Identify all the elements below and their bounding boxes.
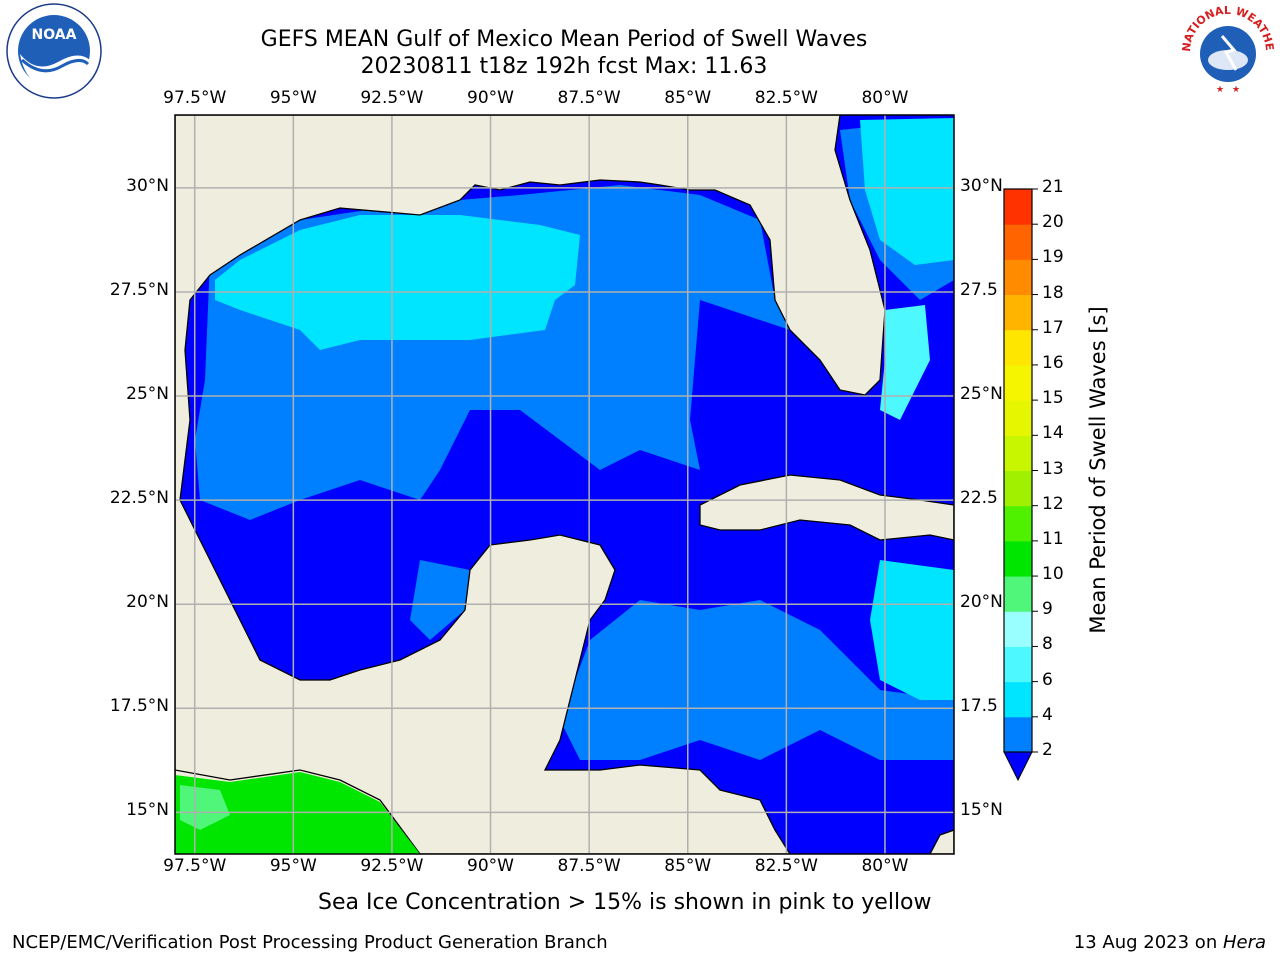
lat-label-right-6: 15°N bbox=[960, 800, 1003, 821]
swell-4-6s-region-east bbox=[860, 118, 954, 265]
map-subtitle: 20230811 t18z 192h fcst Max: 11.63 bbox=[360, 54, 768, 79]
colorbar-segment-12 bbox=[1004, 294, 1032, 331]
swell-4-6s-region-southeast bbox=[870, 560, 954, 700]
colorbar-tick-label-7: 12 bbox=[1042, 493, 1064, 514]
land-central-america-east bbox=[929, 829, 954, 854]
colorbar bbox=[1003, 188, 1038, 782]
lon-label-bottom-6: 82.5°W bbox=[754, 856, 818, 876]
lon-label-bottom-0: 97.5°W bbox=[163, 856, 227, 876]
colorbar-segment-3 bbox=[1004, 611, 1032, 647]
colorbar-segment-8 bbox=[1004, 435, 1032, 471]
colorbar-tick-label-0: 2 bbox=[1042, 740, 1053, 760]
colorbar-segment-1 bbox=[1004, 681, 1032, 718]
lon-label-top-0: 97.5°W bbox=[163, 88, 227, 108]
colorbar-tick-label-15: 20 bbox=[1042, 212, 1064, 233]
lon-label-bottom-4: 87.5°W bbox=[557, 856, 621, 876]
colorbar-segment-13 bbox=[1004, 259, 1032, 296]
lon-label-bottom-2: 92.5°W bbox=[360, 856, 424, 876]
colorbar-tick-label-3: 8 bbox=[1042, 634, 1053, 655]
svg-text:★: ★ bbox=[1216, 85, 1224, 95]
lon-label-top-1: 95°W bbox=[269, 88, 317, 108]
colorbar-tick-label-14: 19 bbox=[1042, 247, 1064, 268]
lat-label-left-5: 17.5°N bbox=[109, 696, 169, 717]
colorbar-under-arrow bbox=[1003, 751, 1033, 782]
colorbar-segment-0 bbox=[1004, 716, 1032, 753]
sea-ice-note: Sea Ice Concentration > 15% is shown in … bbox=[318, 890, 932, 915]
swell-4-6s-region-north bbox=[215, 215, 580, 350]
lon-label-bottom-5: 85°W bbox=[664, 856, 712, 876]
colorbar-segment-11 bbox=[1004, 329, 1032, 366]
lat-label-left-1: 27.5°N bbox=[109, 279, 169, 300]
footer-date-text: 13 Aug 2023 on bbox=[1073, 932, 1223, 953]
colorbar-tick-label-5: 10 bbox=[1042, 564, 1064, 585]
swell-2-4s-region-south bbox=[560, 600, 954, 760]
lat-label-right-4: 20°N bbox=[960, 592, 1003, 613]
colorbar-tick-label-8: 13 bbox=[1042, 458, 1064, 479]
lon-label-top-6: 82.5°W bbox=[754, 88, 818, 108]
colorbar-segment-2 bbox=[1004, 646, 1032, 683]
lat-label-right-3: 22.5 bbox=[960, 488, 998, 509]
lat-label-left-4: 20°N bbox=[126, 592, 169, 613]
colorbar-tick-label-1: 4 bbox=[1042, 704, 1053, 725]
map-gridlines bbox=[175, 115, 954, 854]
colorbar-segment-9 bbox=[1004, 400, 1032, 436]
colorbar-segment-4 bbox=[1004, 576, 1032, 612]
lat-label-left-6: 15°N bbox=[126, 800, 169, 821]
lon-label-top-2: 92.5°W bbox=[360, 88, 424, 108]
colorbar-segment-7 bbox=[1004, 470, 1032, 507]
colorbar-tick-label-4: 9 bbox=[1042, 599, 1053, 620]
colorbar-title: Mean Period of Swell Waves [s] bbox=[1086, 306, 1110, 634]
swell-9-10s-pacific-patch bbox=[180, 785, 230, 830]
land-cuba bbox=[699, 474, 954, 541]
colorbar-segment-5 bbox=[1004, 540, 1032, 577]
lat-label-left-2: 25°N bbox=[126, 384, 169, 405]
lon-label-top-5: 85°W bbox=[664, 88, 712, 108]
colorbar-tick-label-11: 16 bbox=[1042, 352, 1064, 373]
colorbar-tick-label-6: 11 bbox=[1042, 528, 1064, 549]
colorbar-tick-label-12: 17 bbox=[1042, 317, 1064, 338]
colorbar-tick-label-2: 6 bbox=[1042, 669, 1053, 690]
colorbar-tick-label-16: 21 bbox=[1042, 177, 1064, 197]
lat-label-left-3: 22.5°N bbox=[109, 488, 169, 509]
noaa-logo-text: NOAA bbox=[32, 27, 77, 43]
noaa-logo-icon: NOAA bbox=[6, 3, 102, 99]
colorbar-segment-14 bbox=[1004, 224, 1032, 260]
lon-label-top-7: 80°W bbox=[861, 88, 909, 108]
map-frame bbox=[174, 114, 955, 855]
lat-label-right-0: 30°N bbox=[960, 175, 1003, 196]
nws-logo-icon: NATIONAL WEATHER SERVICE ★ ★ bbox=[1176, 2, 1276, 98]
lon-label-bottom-3: 90°W bbox=[467, 856, 514, 876]
swell-2-4s-region-bay bbox=[410, 560, 470, 640]
lat-label-left-0: 30°N bbox=[126, 175, 169, 196]
colorbar-tick-label-9: 14 bbox=[1042, 423, 1064, 444]
lon-label-top-3: 90°W bbox=[467, 88, 514, 108]
map-title: GEFS MEAN Gulf of Mexico Mean Period of … bbox=[260, 27, 868, 52]
colorbar-segment-15 bbox=[1004, 189, 1032, 225]
lat-label-right-2: 25°N bbox=[960, 384, 1003, 405]
swell-6-8s-patch bbox=[880, 305, 930, 420]
lat-label-right-5: 17.5 bbox=[960, 696, 998, 717]
footer-host: Hera bbox=[1222, 932, 1266, 953]
footer-branch: NCEP/EMC/Verification Post Processing Pr… bbox=[12, 932, 608, 953]
lon-label-bottom-1: 95°W bbox=[269, 856, 317, 876]
lon-label-top-4: 87.5°W bbox=[557, 88, 621, 108]
svg-text:★: ★ bbox=[1232, 85, 1240, 95]
footer-date: 13 Aug 2023 on Hera bbox=[1074, 932, 1266, 953]
lat-label-right-1: 27.5 bbox=[960, 279, 998, 300]
colorbar-tick-label-10: 15 bbox=[1042, 388, 1064, 409]
colorbar-tick-label-13: 18 bbox=[1042, 282, 1064, 303]
lon-label-bottom-7: 80°W bbox=[861, 856, 909, 876]
colorbar-segment-6 bbox=[1004, 505, 1032, 542]
colorbar-segment-10 bbox=[1004, 364, 1032, 401]
